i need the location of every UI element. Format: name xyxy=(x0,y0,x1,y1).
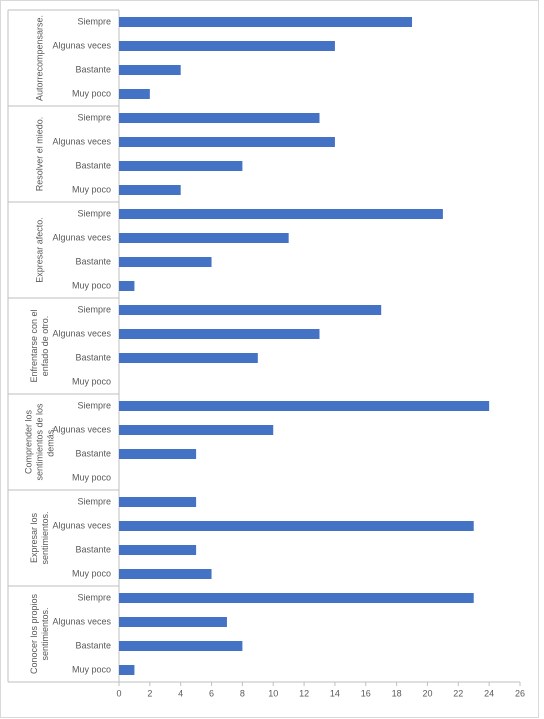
bar xyxy=(119,209,443,219)
bar xyxy=(119,593,474,603)
group-label: Expresar afecto. xyxy=(34,217,45,283)
bar xyxy=(119,617,227,627)
y-tick-label: Algunas veces xyxy=(52,136,111,146)
y-tick-label: Siempre xyxy=(77,592,111,602)
group-label: Resolver el miedo. xyxy=(34,116,45,192)
y-tick-label: Siempre xyxy=(77,400,111,410)
bar xyxy=(119,497,197,507)
y-tick-label: Algunas veces xyxy=(52,328,111,338)
group-label: Autorrecompensarse. xyxy=(34,14,45,102)
bar xyxy=(119,305,382,315)
bar xyxy=(119,281,135,291)
bar xyxy=(119,545,197,555)
group-label: Expresar los sentimientos. xyxy=(29,511,50,565)
y-tick-label: Algunas veces xyxy=(52,40,111,50)
bar xyxy=(119,137,335,147)
x-tick-label: 6 xyxy=(209,688,214,698)
y-tick-label: Muy poco xyxy=(72,184,111,194)
bar xyxy=(119,521,474,531)
y-tick-label: Siempre xyxy=(77,16,111,26)
bar xyxy=(119,185,181,195)
x-tick-label: 26 xyxy=(515,688,525,698)
bar xyxy=(119,329,320,339)
bar xyxy=(119,233,289,243)
x-tick-label: 18 xyxy=(392,688,402,698)
bar xyxy=(119,161,243,171)
bar xyxy=(119,113,320,123)
y-tick-label: Algunas veces xyxy=(52,520,111,530)
x-tick-label: 8 xyxy=(240,688,245,698)
bar xyxy=(119,401,490,411)
y-tick-label: Siempre xyxy=(77,112,111,122)
x-tick-label: 20 xyxy=(422,688,432,698)
y-tick-label: Muy poco xyxy=(72,568,111,578)
group-label: Enfrentarse con el enfado de otro. xyxy=(29,309,50,383)
bar xyxy=(119,257,212,267)
group-label: Conocer los propios sentimientos. xyxy=(29,593,50,675)
y-tick-label: Muy poco xyxy=(72,376,111,386)
y-tick-label: Bastante xyxy=(75,448,111,458)
y-tick-label: Siempre xyxy=(77,304,111,314)
bar xyxy=(119,17,413,27)
y-tick-label: Muy poco xyxy=(72,280,111,290)
y-tick-label: Bastante xyxy=(75,352,111,362)
y-tick-label: Siempre xyxy=(77,496,111,506)
group-label: Comprender los sentimientos de los demás… xyxy=(23,403,56,481)
y-tick-label: Bastante xyxy=(75,256,111,266)
y-tick-label: Bastante xyxy=(75,64,111,74)
x-tick-label: 24 xyxy=(484,688,494,698)
bar xyxy=(119,641,243,651)
x-tick-label: 2 xyxy=(147,688,152,698)
bar xyxy=(119,41,335,51)
bar xyxy=(119,665,135,675)
x-tick-label: 16 xyxy=(361,688,371,698)
bar xyxy=(119,353,258,363)
y-tick-label: Muy poco xyxy=(72,472,111,482)
bar xyxy=(119,425,274,435)
y-tick-label: Bastante xyxy=(75,640,111,650)
y-tick-label: Algunas veces xyxy=(52,616,111,626)
y-tick-label: Bastante xyxy=(75,160,111,170)
x-tick-label: 12 xyxy=(299,688,309,698)
x-tick-label: 22 xyxy=(453,688,463,698)
bar xyxy=(119,569,212,579)
x-tick-label: 10 xyxy=(268,688,278,698)
y-tick-label: Siempre xyxy=(77,208,111,218)
x-tick-label: 0 xyxy=(116,688,121,698)
y-tick-label: Bastante xyxy=(75,544,111,554)
x-tick-label: 14 xyxy=(330,688,340,698)
bar xyxy=(119,89,150,99)
bar xyxy=(119,449,197,459)
y-tick-label: Algunas veces xyxy=(52,232,111,242)
x-tick-label: 4 xyxy=(178,688,183,698)
bar xyxy=(119,65,181,75)
y-tick-label: Muy poco xyxy=(72,88,111,98)
y-tick-label: Algunas veces xyxy=(52,424,111,434)
y-tick-label: Muy poco xyxy=(72,664,111,674)
